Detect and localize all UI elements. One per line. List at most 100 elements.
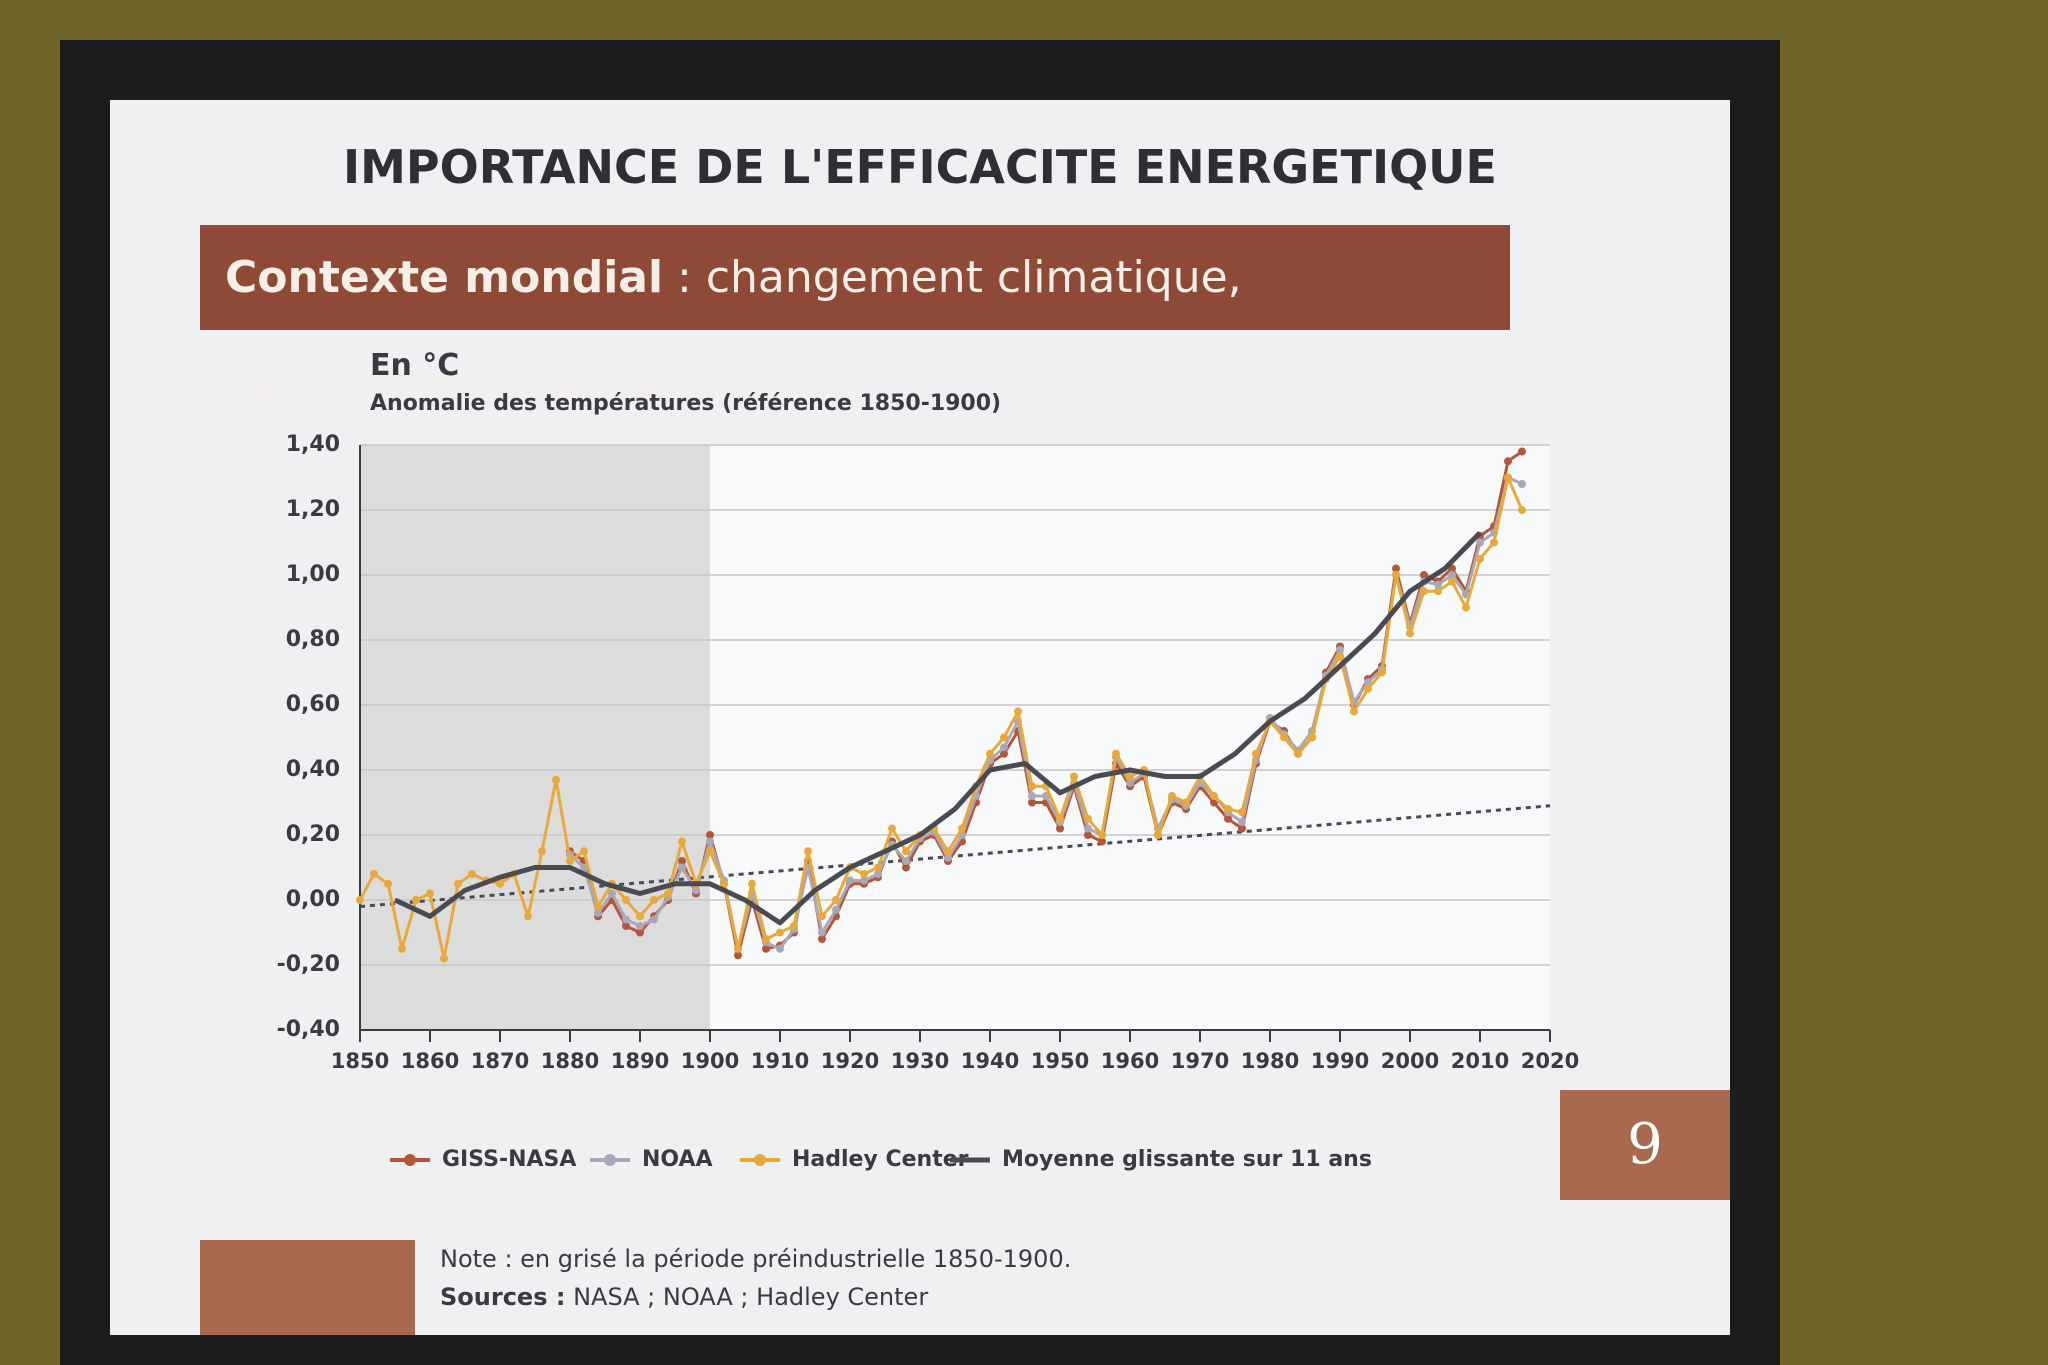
- data-point: [986, 749, 994, 758]
- data-point: [1126, 779, 1134, 787]
- data-point: [678, 857, 686, 865]
- data-point: [1476, 554, 1484, 563]
- data-point: [454, 879, 462, 888]
- data-point: [1028, 798, 1036, 807]
- data-point: [776, 944, 784, 953]
- data-point: [1518, 480, 1526, 488]
- data-point: [1434, 580, 1442, 589]
- data-point: [790, 922, 798, 930]
- data-point: [580, 847, 588, 856]
- data-point: [1000, 749, 1008, 758]
- notes: Note : en grisé la période préindustriel…: [440, 1240, 1071, 1316]
- x-tick-label: 1850: [331, 1049, 389, 1073]
- data-point: [692, 886, 700, 895]
- banner-bold: Contexte mondial: [225, 252, 664, 303]
- banner-text: : changement climatique, épuisement des …: [225, 252, 1242, 408]
- data-point: [762, 944, 770, 953]
- x-tick-label: 1990: [1311, 1049, 1369, 1073]
- y-tick-label: 1,40: [286, 432, 340, 457]
- data-point: [1210, 792, 1218, 800]
- data-point: [1224, 814, 1232, 823]
- y-tick-label: 0,20: [286, 822, 340, 847]
- legend-dot: [604, 1154, 616, 1166]
- legend-label: Hadley Center: [792, 1147, 969, 1172]
- data-point: [874, 870, 882, 878]
- legend-label: NOAA: [642, 1147, 713, 1172]
- y-tick-label: 0,40: [286, 757, 340, 782]
- data-point: [1056, 814, 1064, 823]
- slide-title: IMPORTANCE DE L'EFFICACITE ENERGETIQUE: [343, 140, 1497, 194]
- x-tick-label: 1870: [471, 1049, 529, 1073]
- data-point: [748, 879, 756, 888]
- data-point: [1238, 818, 1246, 826]
- data-point: [1504, 457, 1512, 466]
- data-point: [1518, 506, 1526, 514]
- data-point: [1000, 733, 1008, 742]
- data-point: [1336, 652, 1344, 661]
- data-point: [734, 951, 742, 960]
- data-point: [664, 889, 672, 898]
- data-point: [762, 935, 770, 943]
- data-point: [706, 831, 714, 839]
- data-point: [888, 824, 896, 833]
- data-point: [1448, 577, 1456, 586]
- x-tick-label: 1920: [821, 1049, 879, 1073]
- x-tick-label: 2020: [1521, 1049, 1579, 1073]
- data-point: [1406, 629, 1414, 638]
- legend-label: Moyenne glissante sur 11 ans: [1002, 1147, 1372, 1172]
- data-point: [622, 915, 630, 924]
- data-point: [944, 847, 952, 856]
- footer-band: [200, 1240, 415, 1335]
- note: Note : en grisé la période préindustriel…: [440, 1245, 1072, 1273]
- data-point: [1000, 743, 1008, 752]
- x-tick-label: 2000: [1381, 1049, 1439, 1073]
- legend-label: GISS-NASA: [442, 1147, 576, 1172]
- data-point: [622, 922, 630, 930]
- legend-dot: [404, 1154, 416, 1166]
- data-point: [538, 847, 546, 856]
- data-point: [1238, 824, 1246, 833]
- data-point: [636, 922, 644, 930]
- data-point: [1364, 684, 1372, 693]
- data-point: [1126, 772, 1134, 781]
- data-point: [902, 847, 910, 856]
- data-point: [524, 912, 532, 921]
- data-point: [398, 944, 406, 953]
- data-point: [1518, 447, 1526, 456]
- data-point: [678, 837, 686, 846]
- x-tick-label: 1950: [1031, 1049, 1089, 1073]
- x-tick-label: 1900: [681, 1049, 739, 1073]
- data-point: [1154, 831, 1162, 839]
- unit-label: En °C: [370, 348, 459, 383]
- data-point: [1084, 824, 1092, 833]
- y-tick-label: 0,60: [286, 692, 340, 717]
- data-point: [706, 837, 714, 846]
- x-tick-label: 1910: [751, 1049, 809, 1073]
- x-tick-label: 1940: [961, 1049, 1019, 1073]
- data-point: [566, 857, 574, 865]
- data-point: [1420, 587, 1428, 596]
- data-point: [1168, 792, 1176, 800]
- x-tick-label: 2010: [1451, 1049, 1509, 1073]
- legend-dot: [754, 1154, 766, 1166]
- data-point: [860, 876, 868, 885]
- data-point: [1392, 564, 1400, 573]
- data-point: [958, 824, 966, 833]
- data-point: [1014, 707, 1022, 716]
- data-point: [1056, 824, 1064, 833]
- data-point: [1112, 749, 1120, 758]
- data-point: [944, 853, 952, 862]
- data-point: [720, 879, 728, 888]
- data-point: [1378, 668, 1386, 677]
- data-point: [818, 935, 826, 943]
- slide: IMPORTANCE DE L'EFFICACITE ENERGETIQUE C…: [110, 100, 1730, 1335]
- data-point: [636, 928, 644, 937]
- sources-text: NASA ; NOAA ; Hadley Center: [565, 1283, 929, 1311]
- data-point: [832, 896, 840, 904]
- data-point: [1028, 782, 1036, 791]
- x-tick-label: 1860: [401, 1049, 459, 1073]
- x-tick-label: 1980: [1241, 1049, 1299, 1073]
- data-point: [1098, 831, 1106, 839]
- sources-bold: Sources :: [440, 1283, 566, 1311]
